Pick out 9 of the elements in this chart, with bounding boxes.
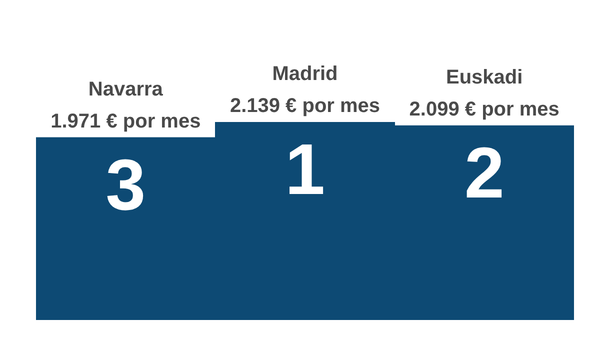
data-label: 1.971 € por mes [50, 110, 201, 133]
x-tick-label: Euskadi [446, 66, 523, 89]
annotation: 3 [106, 145, 146, 226]
annotation: 1 [284, 130, 326, 210]
data-label: 2.139 € por mes [230, 95, 380, 117]
annotation: 2 [464, 134, 504, 214]
x-tick-label: Madrid [272, 63, 338, 85]
data-label: 2.099 € por mes [409, 98, 560, 121]
x-tick-label: Navarra [88, 78, 164, 101]
